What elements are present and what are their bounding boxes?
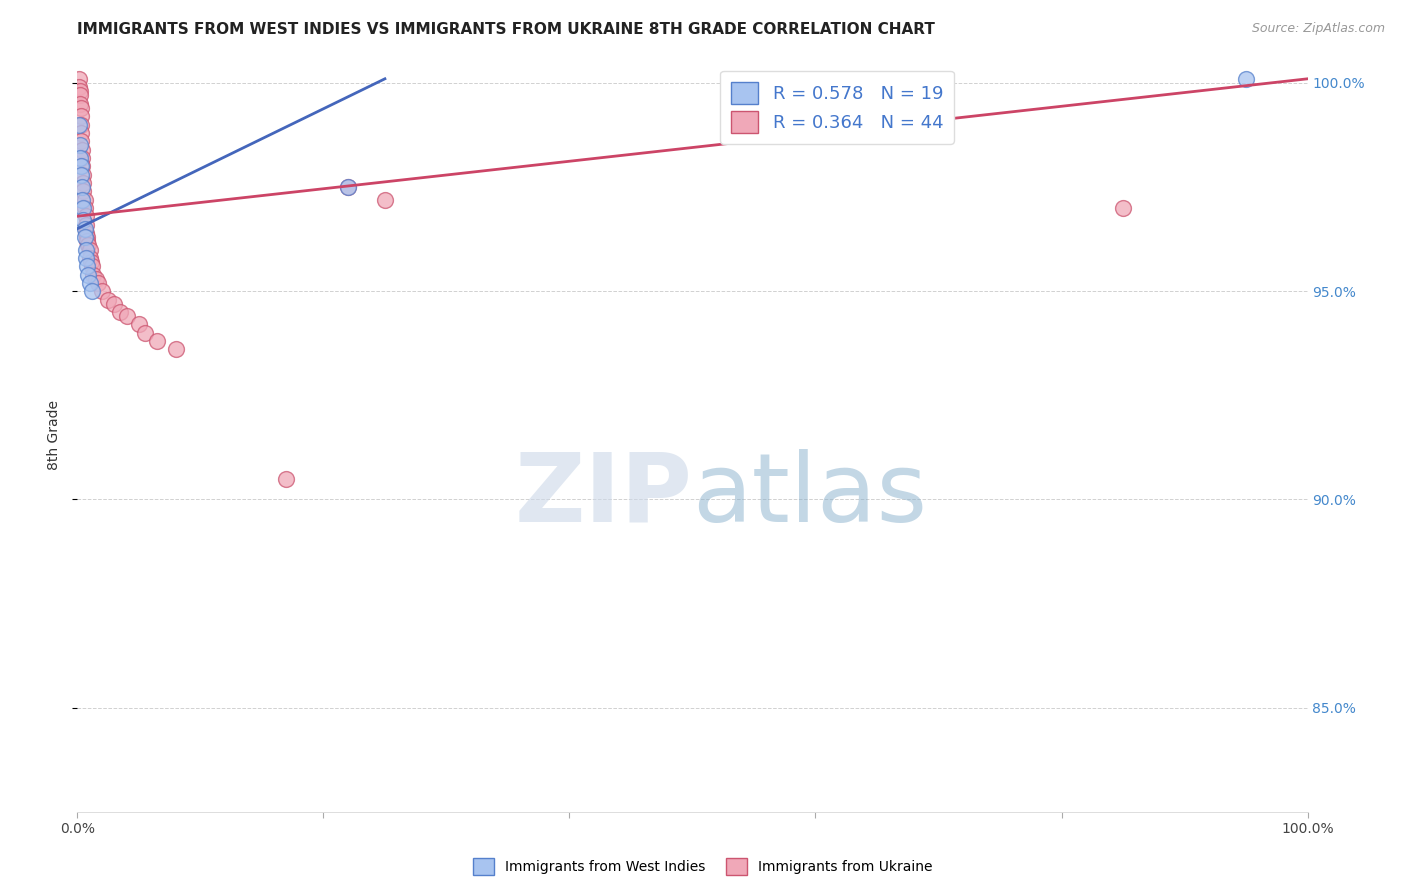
Point bbox=[67, 80, 90, 95]
Legend: R = 0.578   N = 19, R = 0.364   N = 44: R = 0.578 N = 19, R = 0.364 N = 44 bbox=[720, 70, 955, 144]
Point bbox=[79, 276, 101, 290]
Point bbox=[69, 84, 91, 98]
Point bbox=[75, 251, 97, 265]
Point bbox=[70, 159, 93, 173]
Point bbox=[73, 193, 96, 207]
Point bbox=[79, 243, 101, 257]
Point bbox=[103, 296, 125, 310]
Point bbox=[69, 88, 91, 103]
Y-axis label: 8th Grade: 8th Grade bbox=[46, 400, 60, 470]
Point bbox=[69, 151, 91, 165]
Point bbox=[70, 101, 93, 115]
Point bbox=[79, 251, 101, 265]
Point bbox=[70, 168, 93, 182]
Point bbox=[115, 309, 138, 323]
Point bbox=[374, 193, 396, 207]
Point bbox=[165, 343, 187, 357]
Point bbox=[276, 472, 298, 486]
Point bbox=[72, 176, 94, 190]
Point bbox=[75, 243, 97, 257]
Point bbox=[134, 326, 156, 340]
Point bbox=[70, 143, 93, 157]
Legend: Immigrants from West Indies, Immigrants from Ukraine: Immigrants from West Indies, Immigrants … bbox=[468, 853, 938, 880]
Point bbox=[75, 218, 97, 232]
Point bbox=[76, 234, 98, 248]
Point bbox=[80, 255, 103, 269]
Point bbox=[73, 201, 96, 215]
Point bbox=[75, 226, 97, 240]
Point bbox=[70, 193, 93, 207]
Point bbox=[72, 201, 94, 215]
Point bbox=[90, 284, 114, 298]
Point bbox=[73, 230, 96, 244]
Point bbox=[70, 134, 93, 148]
Point bbox=[70, 151, 93, 165]
Point bbox=[69, 96, 91, 111]
Point bbox=[70, 159, 93, 173]
Point bbox=[75, 209, 97, 223]
Point bbox=[70, 180, 93, 194]
Point bbox=[72, 184, 94, 198]
Point bbox=[72, 213, 94, 227]
Point bbox=[77, 238, 100, 252]
Point bbox=[76, 259, 98, 273]
Point bbox=[73, 221, 96, 235]
Point bbox=[87, 276, 110, 290]
Point bbox=[110, 305, 132, 319]
Text: atlas: atlas bbox=[693, 449, 928, 541]
Point bbox=[77, 268, 100, 282]
Point bbox=[1112, 201, 1135, 215]
Point bbox=[67, 71, 90, 86]
Point bbox=[84, 271, 107, 285]
Point bbox=[337, 180, 360, 194]
Point bbox=[82, 259, 104, 273]
Point bbox=[72, 168, 94, 182]
Point bbox=[76, 230, 98, 244]
Point bbox=[70, 118, 93, 132]
Text: ZIP: ZIP bbox=[515, 449, 693, 541]
Point bbox=[146, 334, 169, 348]
Text: IMMIGRANTS FROM WEST INDIES VS IMMIGRANTS FROM UKRAINE 8TH GRADE CORRELATION CHA: IMMIGRANTS FROM WEST INDIES VS IMMIGRANT… bbox=[77, 22, 935, 37]
Point bbox=[67, 118, 90, 132]
Point bbox=[337, 180, 360, 194]
Point bbox=[82, 268, 104, 282]
Point bbox=[97, 293, 120, 307]
Point bbox=[70, 109, 93, 123]
Point bbox=[69, 138, 91, 153]
Point bbox=[70, 126, 93, 140]
Text: Source: ZipAtlas.com: Source: ZipAtlas.com bbox=[1251, 22, 1385, 36]
Point bbox=[82, 284, 104, 298]
Point bbox=[128, 318, 150, 332]
Point bbox=[1234, 71, 1257, 86]
